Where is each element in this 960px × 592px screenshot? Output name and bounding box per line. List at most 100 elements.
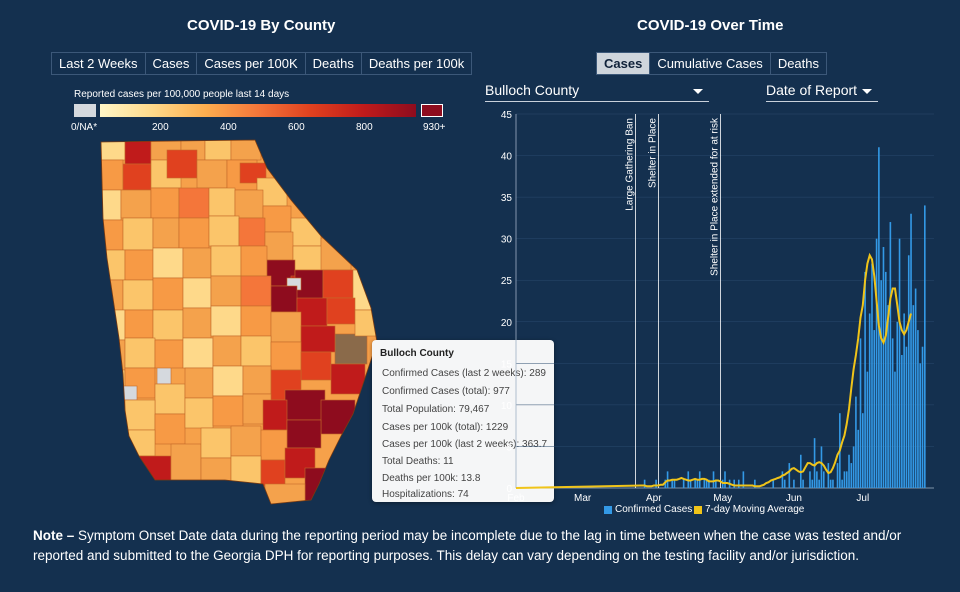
tab-last-2-weeks[interactable]: Last 2 Weeks [51, 52, 146, 75]
y-tick-label: 45 [501, 110, 513, 121]
confirmed-case-bar [848, 454, 850, 488]
x-tick-label: May [713, 493, 732, 504]
confirmed-case-bar [871, 263, 873, 488]
confirmed-case-bar [852, 446, 855, 488]
y-tick-label: 20 [501, 318, 513, 329]
legend-swatch-moving-average [694, 505, 702, 514]
chart-legend-moving-average: 7-day Moving Average [694, 504, 804, 515]
date-type-select-value: Date of Report [766, 82, 858, 98]
confirmed-case-bar [891, 338, 894, 488]
tab-chart-deaths[interactable]: Deaths [769, 52, 828, 75]
confirmed-case-bar [850, 463, 853, 488]
note-text: Note – Symptom Onset Date data during th… [33, 526, 933, 566]
moving-average-line [515, 252, 912, 489]
x-tick-label: Apr [646, 493, 662, 504]
confirmed-case-bar [664, 479, 667, 488]
confirmed-case-bar [855, 396, 857, 488]
confirmed-case-bar [910, 213, 912, 488]
y-tick-label: 30 [501, 235, 513, 246]
y-tick-label: 40 [501, 152, 513, 163]
confirmed-case-bar [733, 479, 735, 488]
legend-max-swatch [421, 104, 443, 117]
county-select[interactable]: Bulloch County [485, 82, 709, 102]
confirmed-case-bar [781, 471, 784, 488]
tooltip-line: Hospitalizations: 74 [382, 489, 469, 500]
y-tick-label: 25 [501, 276, 513, 287]
confirmed-case-bar [705, 479, 708, 488]
confirmed-case-bar [880, 280, 882, 488]
confirmed-case-bar [820, 446, 823, 488]
confirmed-case-bar [841, 479, 843, 488]
annotation-label: Shelter in Place [647, 118, 658, 188]
tab-cases-per-100k[interactable]: Cases per 100K [196, 52, 306, 75]
confirmed-case-bar [724, 471, 726, 488]
x-tick-label: Mar [574, 493, 592, 504]
confirmed-case-bar [742, 471, 745, 488]
confirmed-case-bar [836, 463, 839, 488]
tab-deaths[interactable]: Deaths [304, 52, 362, 75]
county-tooltip: Bulloch County Confirmed Cases (last 2 w… [372, 340, 554, 502]
y-tick-label: 15 [501, 359, 513, 370]
georgia-county-map[interactable] [95, 138, 385, 506]
note-label: Note – [33, 528, 75, 543]
confirmed-case-bar [861, 413, 864, 488]
confirmed-case-bar [905, 346, 908, 488]
y-tick-label: 5 [506, 442, 512, 453]
confirmed-case-bar [884, 271, 887, 488]
confirmed-case-bar [843, 471, 846, 488]
confirmed-case-bar [859, 338, 862, 488]
chart-tabs: Cases Cumulative Cases Deaths [596, 52, 828, 75]
tooltip-line: Confirmed Cases (total): 977 [382, 386, 510, 397]
confirmed-case-bar [813, 438, 816, 488]
confirmed-case-bar [864, 271, 866, 488]
confirmed-case-bar [737, 479, 740, 488]
confirmed-case-bar [919, 363, 922, 488]
confirmed-case-bar [912, 305, 915, 488]
legend-tick-600: 600 [288, 122, 305, 133]
legend-tick-200: 200 [152, 122, 169, 133]
confirmed-case-bar [866, 371, 869, 488]
confirmed-case-bar [914, 288, 917, 488]
cases-over-time-chart[interactable]: 0 5 10 15 20 25 30 35 40 45 Feb Mar Apr May Jun Jul Larg… [480, 106, 940, 506]
confirmed-case-bar [682, 479, 685, 488]
tab-deaths-per-100k[interactable]: Deaths per 100k [360, 52, 473, 75]
confirmed-case-bar [894, 371, 896, 488]
confirmed-case-bar [811, 479, 814, 488]
y-tick-label: 35 [501, 193, 513, 204]
confirmed-case-bar [696, 479, 699, 488]
tab-chart-cases[interactable]: Cases [596, 52, 651, 75]
legend-tick-800: 800 [356, 122, 373, 133]
x-tick-label: Jun [786, 493, 802, 504]
confirmed-case-bar [822, 471, 825, 488]
legend-max-label: 930+ [423, 122, 446, 133]
confirmed-case-bar [643, 479, 646, 488]
tab-chart-cumulative-cases[interactable]: Cumulative Cases [649, 52, 771, 75]
tooltip-line: Total Deaths: 11 [382, 456, 454, 467]
confirmed-case-bar [703, 479, 706, 488]
tooltip-line: Cases per 100k (last 2 weeks): 363.7 [382, 439, 548, 450]
legend-na-label: 0/NA* [71, 122, 98, 133]
tooltip-line: Cases per 100k (total): 1229 [382, 422, 509, 433]
tooltip-county-name: Bulloch County [380, 348, 454, 359]
legend-na-swatch [74, 104, 96, 117]
tooltip-line: Confirmed Cases (last 2 weeks): 289 [382, 368, 546, 379]
annotation-label: Large Gathering Ban [624, 118, 635, 211]
chevron-down-icon [862, 89, 872, 94]
confirmed-case-bar [673, 479, 676, 488]
confirmed-case-bar [924, 205, 926, 488]
confirmed-case-bar [671, 479, 673, 488]
confirmed-case-bar [857, 429, 860, 488]
legend-swatch-confirmed [604, 505, 612, 514]
confirmed-case-bar [655, 479, 657, 488]
chevron-down-icon [693, 89, 703, 94]
confirmed-case-bar [772, 479, 775, 488]
y-tick-label: 0 [506, 484, 512, 495]
chart-legend-confirmed: Confirmed Cases [604, 504, 692, 515]
legend-color-ramp [100, 104, 416, 117]
tooltip-line: Deaths per 100k: 13.8 [382, 473, 481, 484]
tab-cases[interactable]: Cases [144, 52, 198, 75]
date-type-select[interactable]: Date of Report [766, 82, 878, 102]
x-tick-label: Jul [856, 493, 869, 504]
confirmed-case-bar [827, 463, 830, 488]
confirmed-case-bar [793, 479, 795, 488]
